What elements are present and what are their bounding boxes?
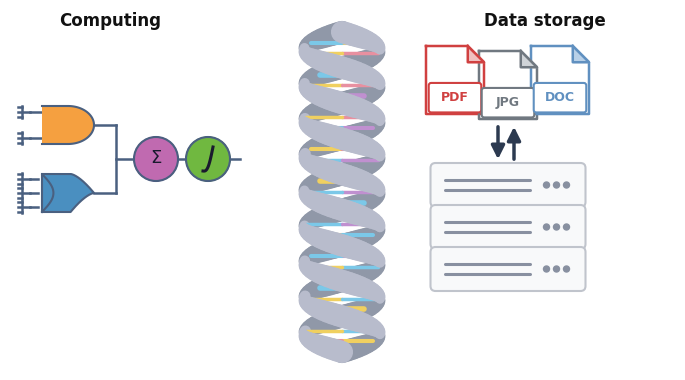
FancyBboxPatch shape: [534, 83, 586, 112]
Text: JPG: JPG: [496, 96, 520, 109]
Polygon shape: [573, 46, 589, 62]
Circle shape: [186, 137, 230, 181]
Circle shape: [134, 137, 178, 181]
FancyBboxPatch shape: [482, 88, 534, 117]
Circle shape: [553, 266, 560, 272]
Circle shape: [543, 224, 549, 230]
Polygon shape: [521, 51, 537, 67]
Polygon shape: [42, 106, 94, 144]
Text: PDF: PDF: [441, 91, 469, 104]
Polygon shape: [479, 51, 537, 119]
Text: Computing: Computing: [59, 12, 161, 30]
Circle shape: [543, 266, 549, 272]
Text: DOC: DOC: [545, 91, 575, 104]
Polygon shape: [426, 46, 484, 114]
FancyBboxPatch shape: [430, 247, 586, 291]
Circle shape: [564, 224, 569, 230]
Text: Data storage: Data storage: [484, 12, 606, 30]
Polygon shape: [42, 174, 94, 212]
Circle shape: [553, 224, 560, 230]
Circle shape: [564, 266, 569, 272]
Circle shape: [543, 182, 549, 188]
Polygon shape: [468, 46, 484, 62]
Circle shape: [553, 182, 560, 188]
FancyBboxPatch shape: [430, 163, 586, 207]
Circle shape: [564, 182, 569, 188]
FancyBboxPatch shape: [430, 205, 586, 249]
Text: $\Sigma$: $\Sigma$: [150, 149, 162, 167]
Polygon shape: [531, 46, 589, 114]
FancyBboxPatch shape: [429, 83, 482, 112]
